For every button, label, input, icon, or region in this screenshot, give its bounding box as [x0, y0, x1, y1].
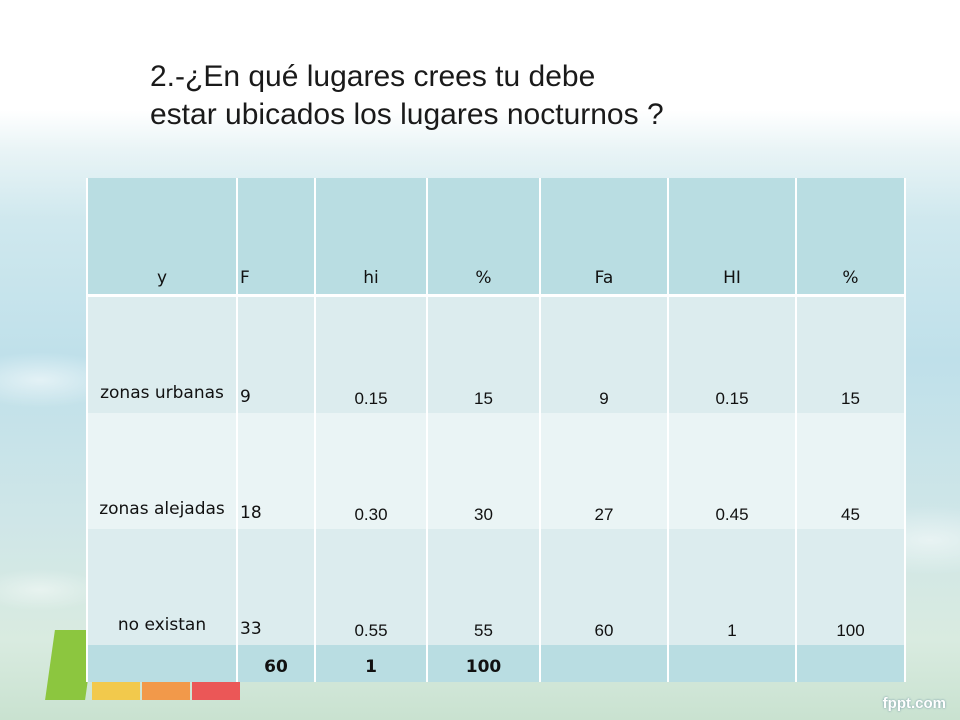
row-label: no existan — [86, 529, 238, 645]
header-fa: Fa — [539, 178, 669, 297]
cell-percent: 55 — [426, 529, 541, 645]
cell-percent: 15 — [426, 295, 541, 413]
table-row: no existan 33 0.55 55 60 1 100 — [86, 529, 906, 645]
table-row: zonas urbanas 9 0.15 15 9 0.15 15 — [86, 295, 906, 413]
cell-f: 18 — [236, 413, 316, 529]
cell-percent-accumulated: 15 — [795, 295, 906, 413]
table-total-row: 60 1 100 — [86, 645, 906, 682]
total-hi: 1 — [314, 645, 428, 682]
cell-hi-accumulated: 1 — [667, 529, 797, 645]
footer-brand: fppt.com — [882, 695, 946, 712]
row-label: zonas alejadas — [86, 413, 238, 529]
header-y: y — [86, 178, 238, 297]
slide-title-line1: 2.-¿En qué lugares crees tu debe — [150, 60, 596, 93]
cell-hi-accumulated: 0.45 — [667, 413, 797, 529]
slide-title-line2: estar ubicados los lugares nocturnos ? — [150, 98, 664, 131]
cell-f: 9 — [236, 295, 316, 413]
table-row: zonas alejadas 18 0.30 30 27 0.45 45 — [86, 413, 906, 529]
cell-fa: 27 — [539, 413, 669, 529]
cell-fa: 60 — [539, 529, 669, 645]
cell-fa: 9 — [539, 295, 669, 413]
total-hi-accumulated — [667, 645, 797, 682]
frequency-table: y F hi % Fa HI % zonas urbanas 9 0.15 15… — [86, 178, 906, 682]
header-percent-accumulated: % — [795, 178, 906, 297]
header-hi: hi — [314, 178, 428, 297]
total-fa — [539, 645, 669, 682]
total-percent-accumulated — [795, 645, 906, 682]
total-f: 60 — [236, 645, 316, 682]
cell-f: 33 — [236, 529, 316, 645]
table-header-row: y F hi % Fa HI % — [86, 178, 906, 297]
header-hi-accumulated: HI — [667, 178, 797, 297]
header-percent: % — [426, 178, 541, 297]
total-label — [86, 645, 238, 682]
header-f: F — [236, 178, 316, 297]
cell-hi: 0.15 — [314, 295, 428, 413]
cell-hi: 0.55 — [314, 529, 428, 645]
total-percent: 100 — [426, 645, 541, 682]
cell-percent: 30 — [426, 413, 541, 529]
cell-hi-accumulated: 0.15 — [667, 295, 797, 413]
cell-percent-accumulated: 100 — [795, 529, 906, 645]
cell-hi: 0.30 — [314, 413, 428, 529]
cell-percent-accumulated: 45 — [795, 413, 906, 529]
row-label: zonas urbanas — [86, 295, 238, 413]
slide-title: 2.-¿En qué lugares crees tu debe estar u… — [150, 58, 850, 134]
